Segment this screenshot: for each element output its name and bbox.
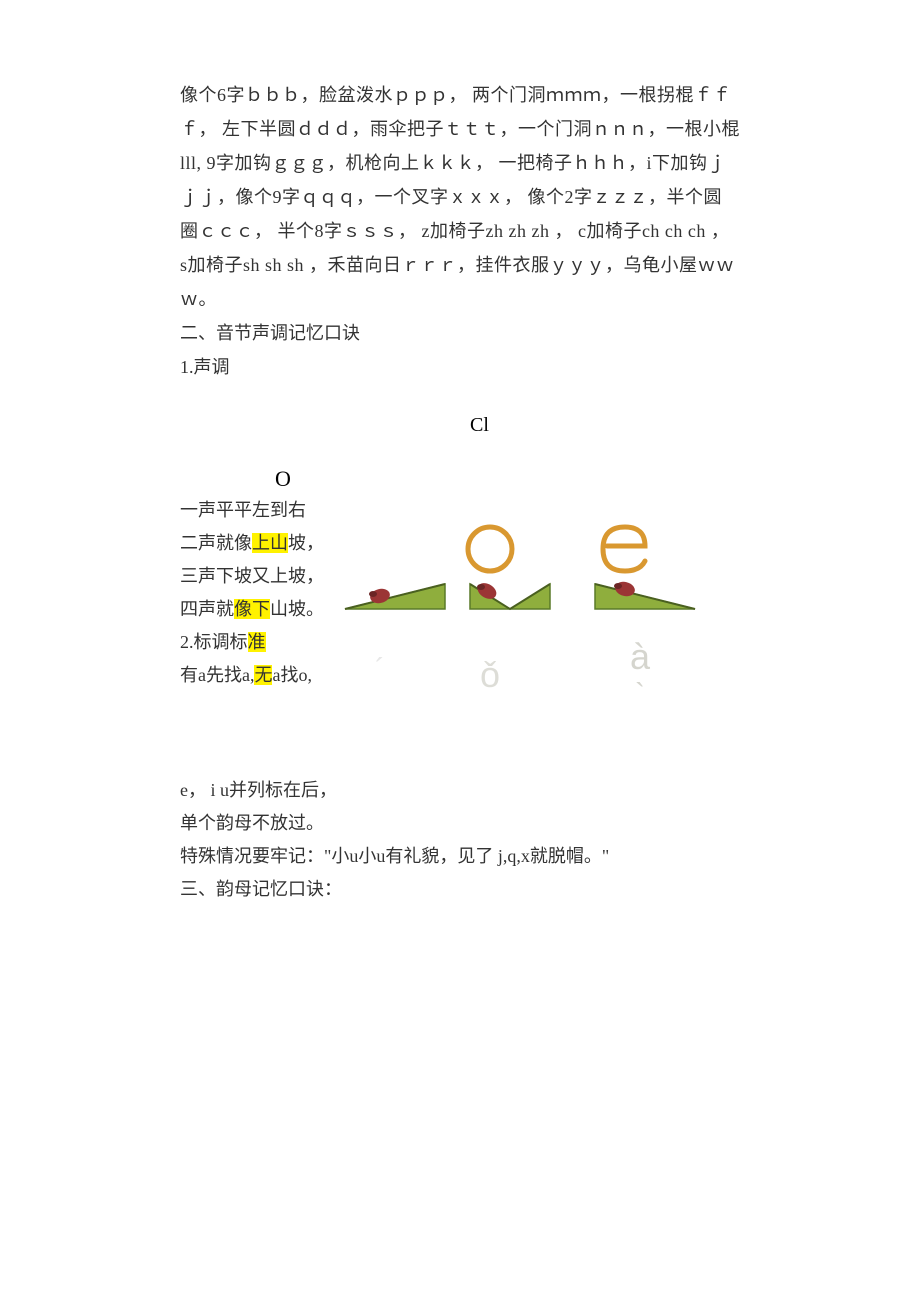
heading-tone: 1.声调 (180, 350, 740, 384)
heading-section-3: 三、韵母记忆口诀： (180, 879, 342, 899)
figure-label-o: O (275, 466, 291, 492)
rule-line-2: e， i u并列标在后， (180, 780, 337, 800)
tone-line-4a: 四声就 (180, 599, 234, 619)
tone-line-2c: 坡， (288, 533, 324, 553)
tone-line-1: 一声平平左到右 (180, 500, 306, 520)
figure-area: Cl O 一声平平左到右 二声就像上山坡， 三声下坡又上坡， 四声就像下山坡。 … (180, 414, 740, 854)
heading-section-2: 二、音节声调记忆口诀 (180, 316, 740, 350)
tone-line-4b-highlight: 像下 (234, 599, 270, 619)
rule-line-4: 特殊情况要牢记："小u小u有礼貌，见了 j,q,x就脱帽。" (180, 846, 609, 866)
tone-line-2b-highlight: 上山 (252, 533, 288, 553)
rule-line-1b-highlight: 无 (254, 665, 272, 685)
tone-line-2a: 二声就像 (180, 533, 252, 553)
heading-biaodiao-b-highlight: 准 (248, 632, 266, 652)
tone-line-4c: 山坡。 (270, 599, 324, 619)
figure-label-cl: Cl (470, 414, 489, 437)
tone-rhyme-lines: 一声平平左到右 二声就像上山坡， 三声下坡又上坡， 四声就像下山坡。 2.标调标… (180, 494, 324, 692)
ramp-3 (595, 580, 695, 609)
pinyin-chart: ´ ǒ à ` (335, 509, 740, 729)
rule-line-1a: 有a先找a, (180, 665, 254, 685)
ramp-2 (470, 580, 550, 609)
paragraph-consonants: 像个6字ｂｂｂ，脸盆泼水ｐｐｐ， 两个门洞ｍｍｍ，一根拐棍ｆｆｆ， 左下半圆ｄｄ… (180, 78, 740, 316)
letter-e-icon (603, 527, 645, 571)
ramp-1 (345, 584, 445, 609)
heading-biaodiao-a: 2.标调标 (180, 632, 248, 652)
rule-line-1c: a找o, (272, 665, 312, 685)
tone-marks-row: ´ ǒ à ` (340, 636, 675, 714)
tone-line-3: 三声下坡又上坡， (180, 566, 324, 586)
letter-o-icon (468, 527, 512, 571)
after-figure-text: e， i u并列标在后， 单个韵母不放过。 特殊情况要牢记："小u小u有礼貌，见… (180, 774, 609, 906)
rule-line-3: 单个韵母不放过。 (180, 813, 324, 833)
